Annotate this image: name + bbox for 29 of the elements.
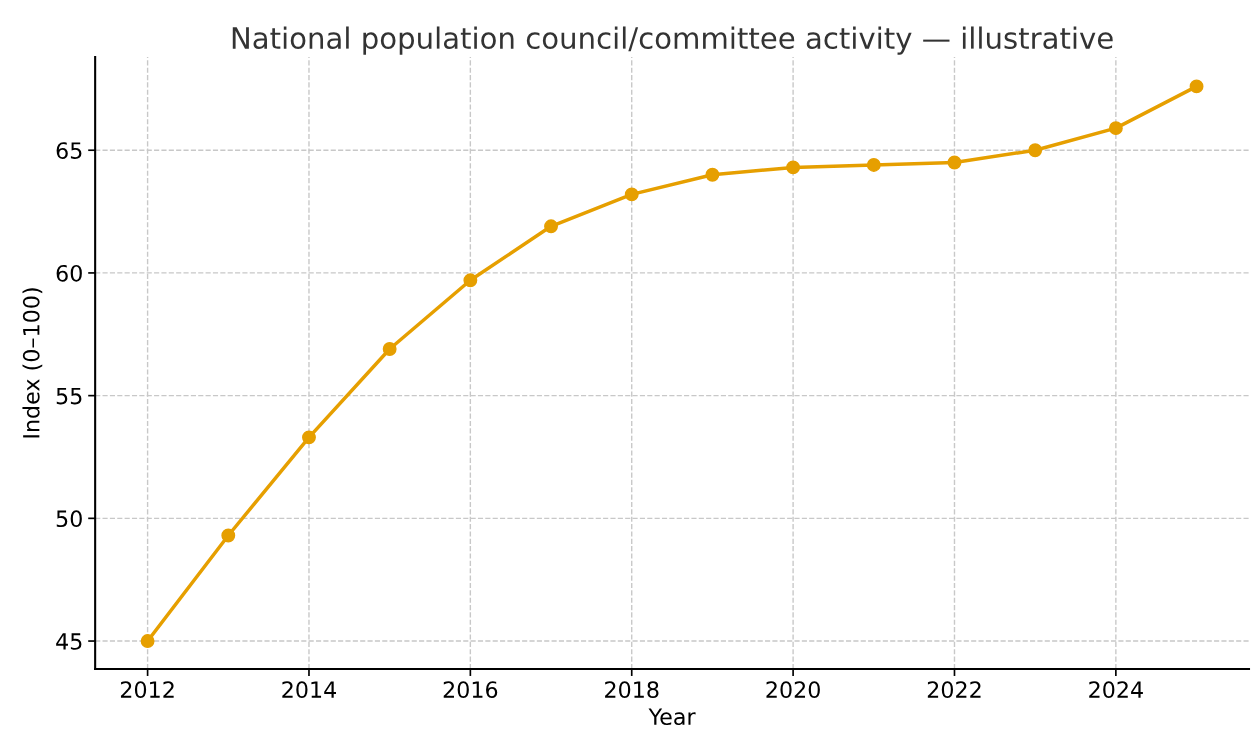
y-tick-label: 55: [56, 387, 82, 405]
point: [140, 634, 155, 648]
y-axis-title: Index (0–100): [22, 288, 43, 438]
point: [1108, 121, 1123, 136]
x-tick-label: 2016: [443, 681, 498, 699]
point: [463, 273, 478, 288]
point: [1189, 79, 1204, 94]
chart-title: National population council/committee activity — illustrative: [232, 26, 1113, 55]
point: [705, 167, 720, 182]
point: [866, 158, 881, 172]
point: [624, 187, 639, 202]
y-tick-label: 65: [56, 142, 82, 159]
y-tick-label: 45: [56, 633, 82, 650]
x-tick-label: 2024: [1089, 681, 1143, 699]
point: [221, 528, 236, 543]
x-tick-label: 2022: [927, 681, 981, 699]
x-axis-title: Year: [648, 708, 696, 726]
point: [544, 219, 558, 234]
x-tick-label: 2020: [766, 681, 820, 699]
point: [302, 430, 316, 445]
point: [786, 160, 801, 175]
x-tick-label: 2018: [605, 681, 659, 699]
point: [1028, 143, 1043, 158]
x-tick-label: 2014: [282, 681, 337, 699]
y-tick-label: 60: [56, 264, 82, 282]
point: [382, 342, 397, 356]
y-tick-label: 50: [56, 510, 82, 528]
x-tick-label: 2012: [120, 681, 174, 699]
point: [947, 155, 962, 170]
